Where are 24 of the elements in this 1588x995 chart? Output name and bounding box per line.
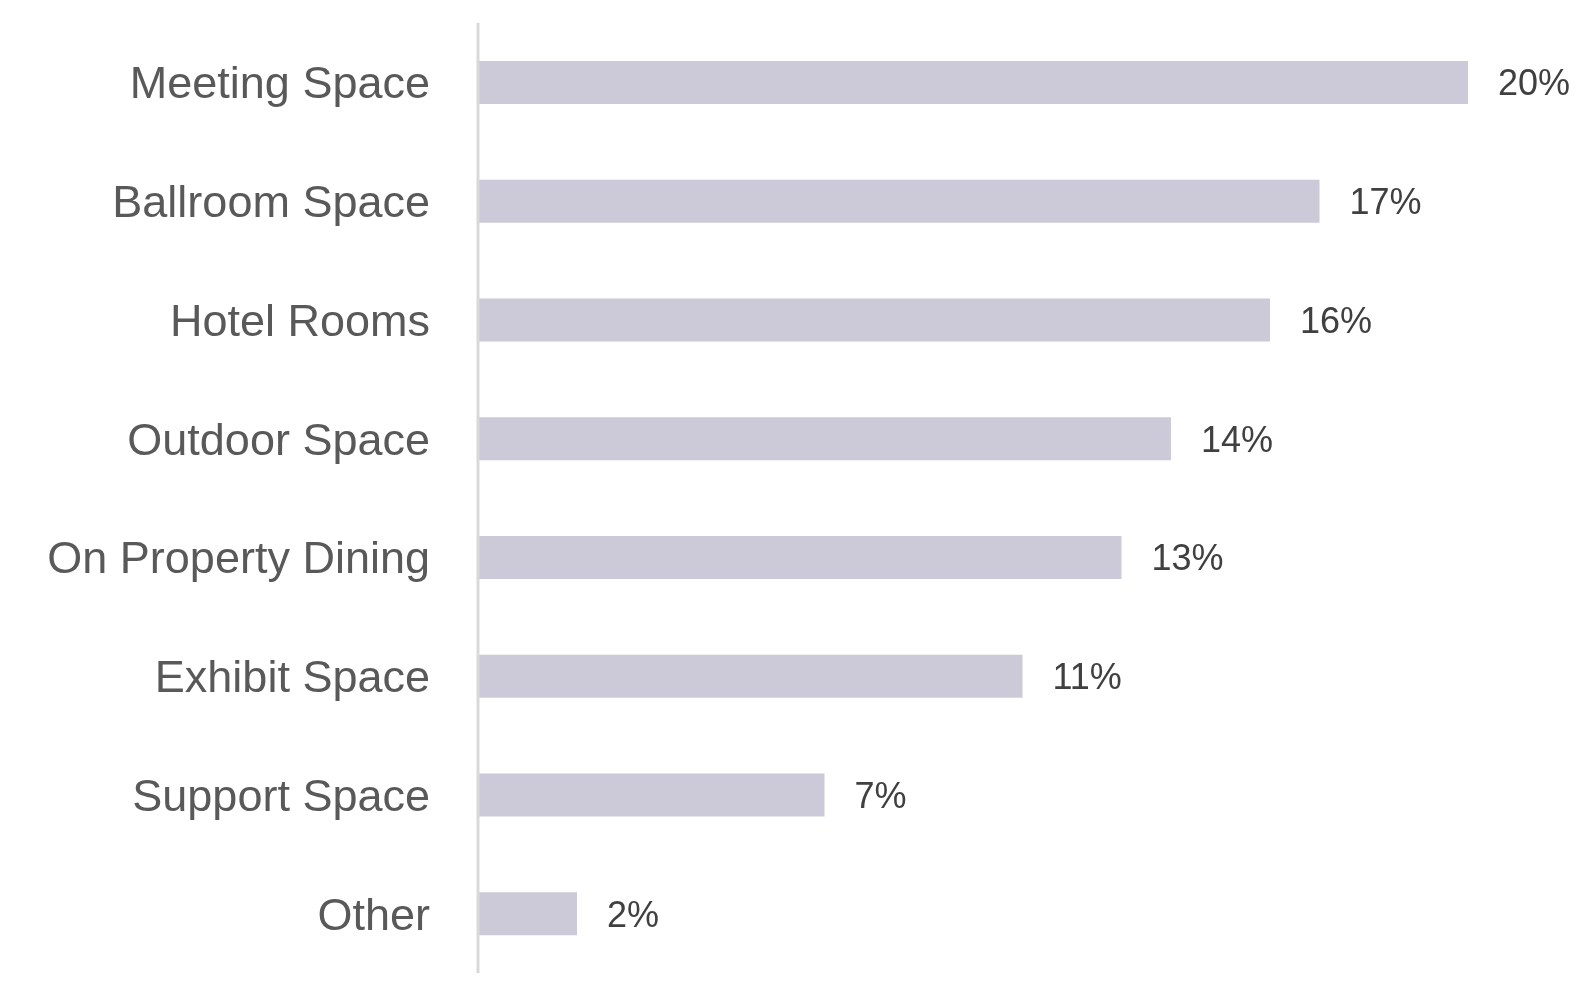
- y-tick-label: Meeting Space: [129, 57, 430, 109]
- bar: [478, 179, 1320, 223]
- bar: [478, 773, 825, 817]
- bar: [478, 417, 1171, 461]
- y-tick-label: On Property Dining: [47, 532, 430, 584]
- y-tick-label: Support Space: [132, 769, 430, 821]
- bar: [478, 61, 1468, 104]
- y-tick-label: Outdoor Space: [127, 413, 430, 465]
- y-tick-label: Exhibit Space: [154, 651, 430, 703]
- data-label: 14%: [1201, 418, 1274, 460]
- data-label: 2%: [607, 893, 660, 935]
- data-label: 11%: [1052, 656, 1122, 698]
- y-tick-label: Ballroom Space: [112, 176, 430, 228]
- data-label: 13%: [1151, 537, 1224, 579]
- data-label: 16%: [1300, 299, 1373, 341]
- data-label: 17%: [1349, 181, 1422, 223]
- y-tick-label: Other: [317, 888, 431, 940]
- bar: [478, 536, 1122, 579]
- bar: [478, 892, 577, 936]
- data-label: 20%: [1498, 62, 1571, 104]
- bar: [478, 298, 1270, 342]
- y-tick-label: Hotel Rooms: [169, 294, 430, 346]
- bar: [478, 654, 1023, 698]
- data-label: 7%: [854, 774, 907, 816]
